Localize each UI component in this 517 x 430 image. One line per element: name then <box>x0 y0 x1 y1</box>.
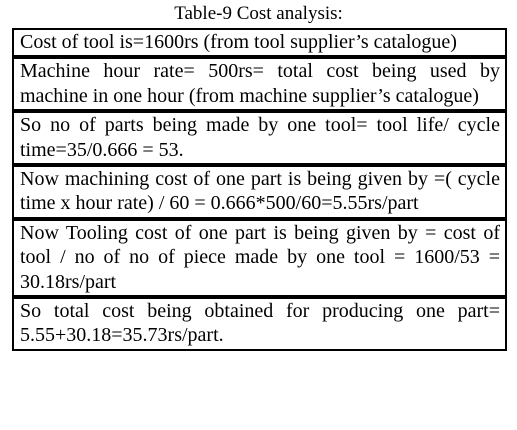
table-cell: Now Tooling cost of one part is being gi… <box>13 217 506 297</box>
table-row: So total cost being obtained for produci… <box>13 296 506 350</box>
table-title: Table-9 Cost analysis: <box>174 3 343 24</box>
table-row: Machine hour rate= 500rs= total cost bei… <box>13 56 506 111</box>
table-cell: So total cost being obtained for produci… <box>13 296 506 350</box>
table-cell: So no of parts being made by one tool= t… <box>13 110 506 165</box>
table-body: Cost of tool is=1600rs (from tool suppli… <box>13 29 506 350</box>
table-row: Now machining cost of one part is being … <box>13 164 506 218</box>
table-cell: Now machining cost of one part is being … <box>13 164 506 218</box>
table-cell: Cost of tool is=1600rs (from tool suppli… <box>13 29 506 57</box>
table-row: Cost of tool is=1600rs (from tool suppli… <box>13 29 506 57</box>
table-cell: Machine hour rate= 500rs= total cost bei… <box>13 56 506 111</box>
table-row: So no of parts being made by one tool= t… <box>13 110 506 165</box>
cost-table: Cost of tool is=1600rs (from tool suppli… <box>12 28 507 351</box>
table-row: Now Tooling cost of one part is being gi… <box>13 217 506 297</box>
